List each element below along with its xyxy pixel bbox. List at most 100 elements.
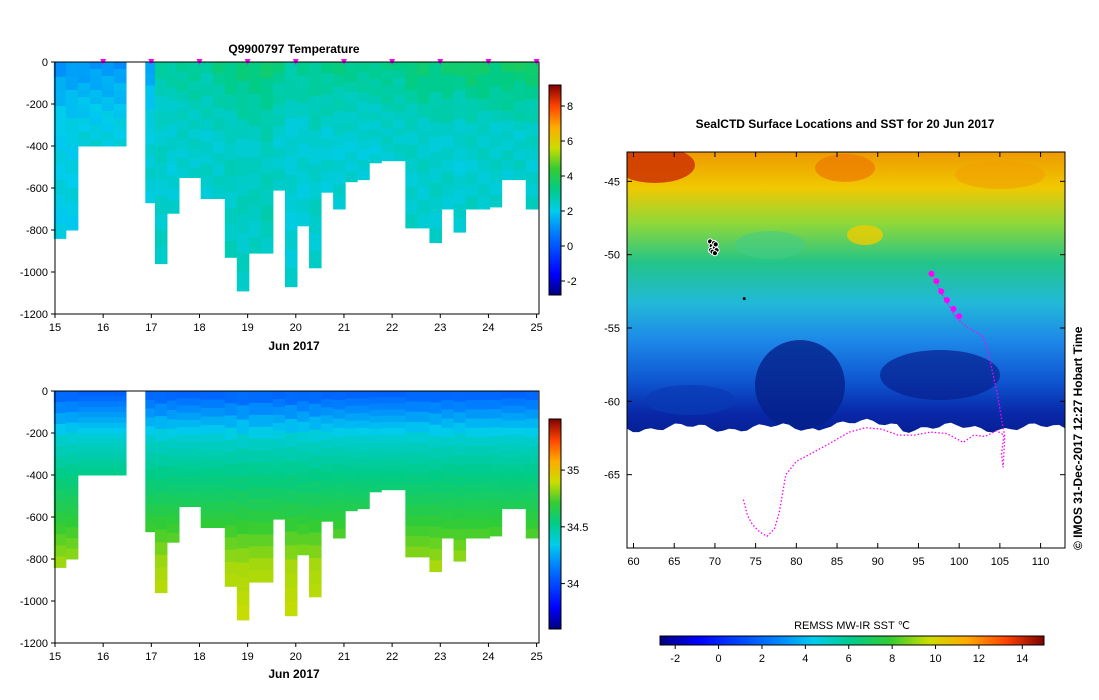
- salinity-cell: [309, 403, 322, 418]
- salinity-cell: [465, 418, 479, 429]
- temperature-cell: [309, 113, 322, 132]
- cold-pool-east: [880, 350, 1000, 400]
- temperature-cell: [345, 171, 358, 183]
- temperature-cell: [417, 158, 430, 174]
- temperature-cell: [89, 76, 103, 84]
- temperature-cell: [309, 199, 322, 217]
- salinity-cell: [166, 504, 180, 515]
- salinity-cell: [489, 454, 503, 464]
- temperature-cell: [65, 90, 79, 105]
- salinity-cell: [381, 391, 394, 398]
- salinity-cell: [224, 574, 238, 587]
- temperature-cell: [272, 83, 286, 95]
- temperature-cell: [453, 217, 467, 233]
- temperature-cell: [309, 164, 322, 183]
- temperature-cell: [65, 76, 79, 91]
- salinity-cell: [309, 558, 322, 572]
- temperature-cell: [333, 196, 346, 210]
- temperature-cell: [101, 90, 115, 98]
- temperature-cell: [513, 62, 527, 73]
- temperature-cell: [369, 78, 382, 88]
- salinity-cell: [260, 510, 274, 523]
- salinity-cell: [369, 428, 382, 436]
- salinity-cell: [145, 522, 158, 533]
- temperature-cell: [345, 81, 358, 93]
- salinity-cell: [357, 427, 370, 436]
- temperature-cell: [441, 111, 455, 124]
- salinity-cell: [453, 454, 467, 466]
- salinity-cell: [224, 427, 238, 441]
- temperature-cell: [489, 134, 503, 148]
- salinity-cell: [513, 493, 527, 502]
- salinity-cell: [248, 402, 262, 416]
- salinity-cell: [65, 538, 79, 549]
- salinity-cell: [333, 446, 346, 456]
- salinity-cell: [284, 475, 298, 490]
- salinity-cell: [405, 442, 418, 454]
- temperature-cell: [345, 151, 358, 163]
- salinity-cell: [441, 473, 455, 484]
- salinity-cell: [357, 479, 370, 488]
- salinity-cell: [154, 479, 168, 493]
- temperature-cell: [369, 146, 382, 155]
- temperature-cell: [333, 123, 346, 136]
- temperature-cell: [465, 98, 479, 112]
- salinity-cell: [188, 398, 202, 406]
- temperature-cell: [501, 101, 515, 112]
- salinity-cells: [53, 391, 539, 621]
- salinity-cell: [224, 403, 238, 416]
- salinity-cell: [369, 441, 382, 449]
- salinity-cell: [429, 424, 442, 437]
- temperature-cell: [101, 62, 115, 70]
- salinity-cell: [393, 465, 406, 472]
- salinity-cell: [297, 442, 310, 453]
- salinity-cell: [101, 406, 115, 413]
- salinity-cell: [284, 461, 298, 476]
- temperature-cell: [369, 112, 382, 122]
- temperature-cell: [248, 125, 262, 143]
- temperature-title: Q9900797 Temperature: [228, 42, 360, 56]
- salinity-cell: [236, 391, 250, 406]
- temperature-cell: [429, 167, 442, 183]
- salinity-cell: [176, 441, 190, 450]
- salinity-cell: [417, 453, 430, 465]
- salinity-cell: [417, 505, 430, 516]
- salinity-cell: [260, 546, 274, 559]
- temperature-cell: [453, 132, 467, 148]
- temperature-cell: [297, 157, 310, 172]
- temperature-cell: [345, 141, 358, 153]
- temperature-cell: [513, 140, 527, 151]
- salinity-cell: [297, 524, 310, 535]
- salinity-cell: [333, 473, 346, 484]
- salinity-cell: [333, 455, 346, 465]
- temperature-cell: [513, 169, 527, 181]
- salinity-cell: [381, 483, 394, 491]
- temperature-cell: [53, 62, 67, 78]
- temperature-cell: [248, 109, 262, 127]
- temperature-cell: [333, 172, 346, 185]
- salinity-cell: [188, 463, 202, 471]
- salinity-cell: [113, 443, 127, 450]
- temperature-cell: [321, 62, 334, 74]
- salinity-cell: [260, 391, 274, 404]
- salinity-cell: [477, 400, 491, 410]
- salinity-cell: [297, 493, 310, 505]
- temperature-cell: [260, 141, 274, 159]
- salinity-cell: [188, 499, 202, 507]
- salinity-cell: [525, 455, 539, 465]
- temperature-cell: [166, 62, 180, 76]
- temperature-cell: [154, 162, 168, 181]
- salinity-cell: [89, 396, 103, 402]
- salinity-cell: [309, 583, 322, 598]
- temperature-cell: [224, 110, 238, 128]
- temperature-cell: [236, 138, 250, 158]
- salinity-cell: [309, 493, 322, 508]
- temperature-cell: [489, 158, 503, 172]
- temperature-cell: [381, 111, 394, 121]
- temperature-cell: [176, 90, 190, 101]
- temperature-cell: [441, 86, 455, 100]
- salinity-cell: [381, 440, 394, 448]
- salinity-cell: [236, 433, 250, 449]
- temperature-cell: [188, 139, 202, 150]
- temperature-cell: [513, 71, 527, 83]
